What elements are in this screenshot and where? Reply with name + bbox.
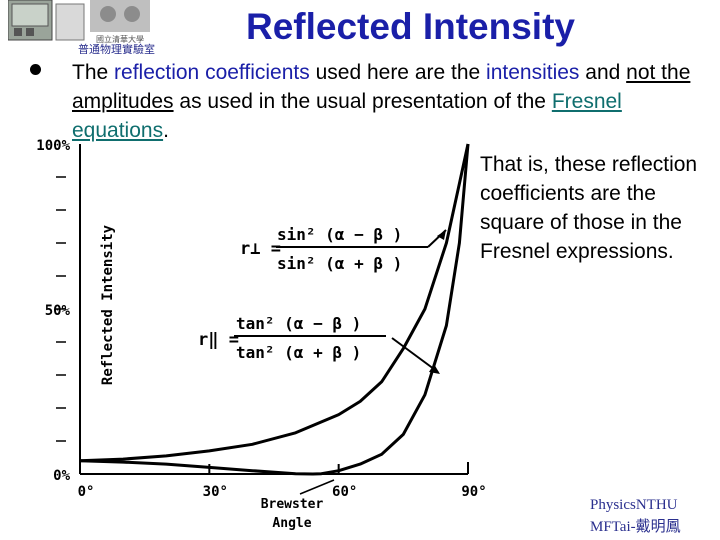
credit-line-2: MFTai-戴明鳳	[590, 519, 681, 535]
y-tick-label: 0%	[53, 468, 70, 484]
bullet-paragraph: The reflection coefficients used here ar…	[72, 58, 712, 145]
formula-perp-numerator: sin² (α − β )	[277, 225, 402, 244]
credit-block: PhysicsNTHU MFTai-戴明鳳	[590, 494, 715, 538]
formula-par-lhs: r‖ =	[198, 330, 239, 350]
credit-line-1: PhysicsNTHU	[590, 497, 678, 513]
bullet-text-4: as used in the usual presentation of the	[173, 90, 552, 113]
brewster-pointer-line	[299, 479, 335, 495]
bullet-dot-icon	[30, 64, 41, 75]
x-tick-label: 90°	[461, 484, 486, 500]
formula-par-numerator: tan² (α − β )	[236, 314, 361, 333]
bullet-text-3: and	[579, 61, 627, 84]
term-not-amplitudes: not the amplitudes	[72, 61, 691, 113]
y-tick-label: 100%	[36, 138, 70, 154]
formula-par-denominator: tan² (α + β )	[236, 343, 361, 362]
bullet-text-5: .	[163, 119, 169, 142]
bullet-text-2: used here are the	[309, 61, 487, 84]
formula-perp-denominator: sin² (α + β )	[277, 254, 402, 273]
side-note: That is, these reflection coefficients a…	[480, 153, 698, 263]
brewster-label-line1: Brewster	[261, 497, 324, 512]
term-reflection-coefficients: reflection coefficients	[114, 61, 310, 84]
logo-caption: 普通物理實驗室	[78, 42, 155, 54]
logo-graphic: 國立清華大學 普通物理實驗室	[7, 0, 155, 56]
logo-small-text: 國立清華大學	[96, 34, 144, 44]
brewster-label-line2: Angle	[272, 516, 311, 531]
y-tick-label: 50%	[45, 303, 71, 319]
x-tick-label: 0°	[78, 484, 95, 500]
x-tick-label: 30°	[203, 484, 228, 500]
slide-title: Reflected Intensity	[246, 6, 575, 47]
fresnel-equations-link[interactable]: Fresnel equations	[72, 90, 622, 142]
lab-logo: 國立清華大學 普通物理實驗室	[7, 0, 158, 56]
formula-par-arrow-line	[391, 337, 439, 373]
x-tick-label: 60°	[332, 484, 357, 500]
bullet-text-1: The	[72, 61, 115, 84]
term-intensities: intensities	[486, 61, 580, 84]
y-axis-label: Reflected Intensity	[100, 224, 116, 385]
curve-perpendicular	[79, 143, 470, 463]
formula-par-arrow-head	[429, 364, 440, 374]
formula-perp-lhs: r⊥ =	[240, 239, 281, 259]
curve-parallel	[79, 143, 470, 476]
formula-perp-arrow-head	[437, 230, 446, 240]
